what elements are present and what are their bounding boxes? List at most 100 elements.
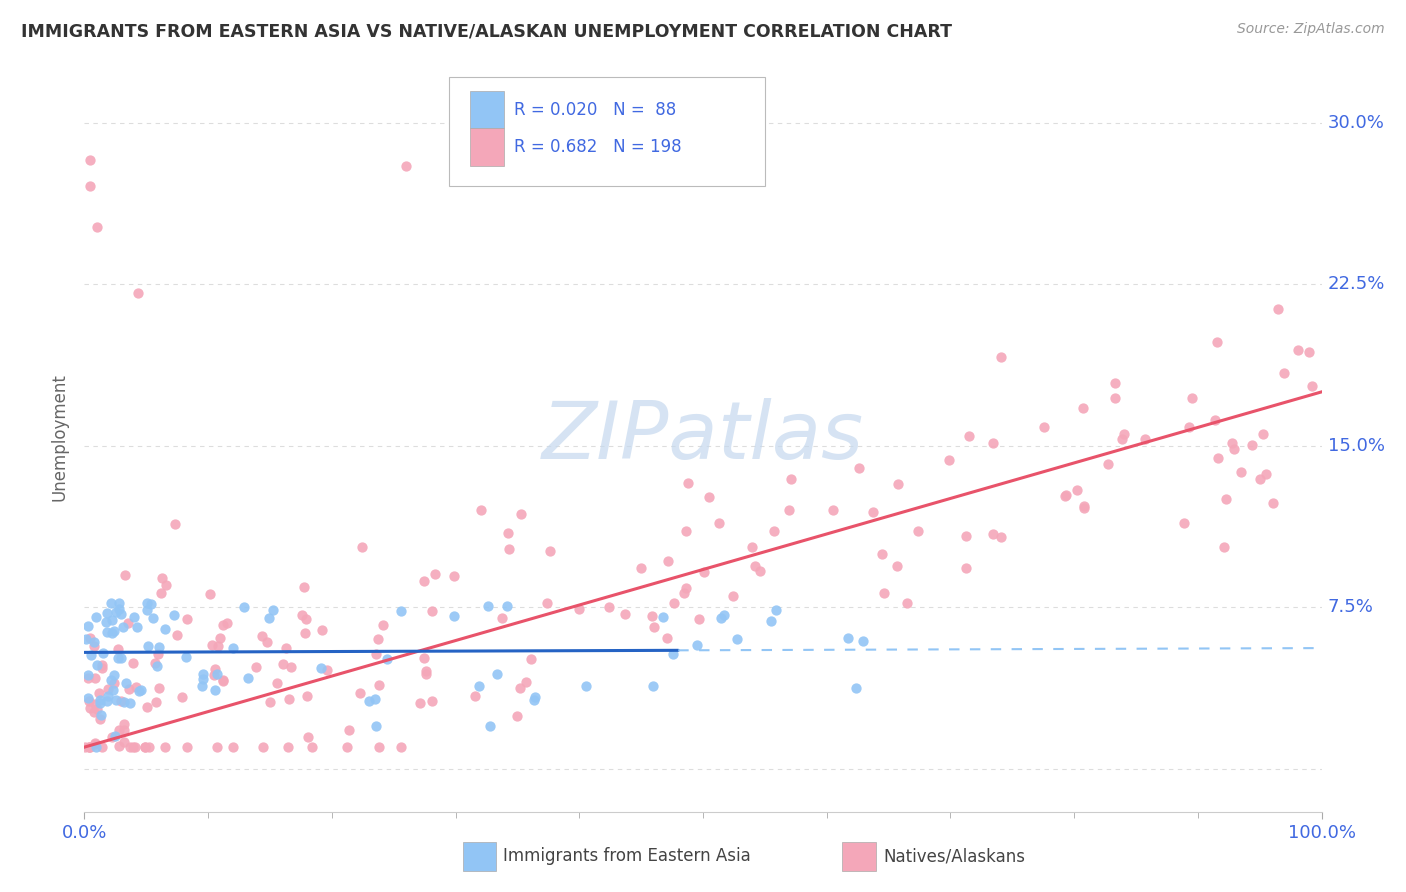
Point (256, 635, 278, 649)
Point (337, 723, 360, 737)
Point (519, 652, 541, 666)
Point (153, 740, 176, 755)
Point (174, 649, 197, 664)
Point (1241, 438, 1264, 452)
Point (205, 667, 228, 681)
Point (367, 678, 389, 692)
Text: IMMIGRANTS FROM EASTERN ASIA VS NATIVE/ALASKAN UNEMPLOYMENT CORRELATION CHART: IMMIGRANTS FROM EASTERN ASIA VS NATIVE/A… (21, 22, 952, 40)
Point (389, 740, 412, 755)
Point (413, 574, 436, 588)
Point (938, 452, 960, 467)
Point (1286, 343, 1309, 358)
Point (79, 179, 101, 194)
Point (675, 581, 697, 595)
Point (1230, 465, 1253, 479)
Point (763, 524, 786, 539)
Point (136, 603, 159, 617)
Text: 7.5%: 7.5% (1327, 599, 1374, 616)
Point (100, 626, 122, 640)
Point (86, 702, 108, 716)
Point (141, 597, 163, 611)
Point (568, 601, 591, 615)
Point (198, 587, 221, 601)
Point (176, 612, 198, 626)
Point (852, 633, 875, 648)
Point (83, 706, 105, 720)
Point (367, 740, 389, 755)
Point (84, 610, 107, 624)
Point (409, 696, 432, 710)
Point (662, 595, 685, 609)
Point (862, 505, 884, 519)
Point (688, 612, 710, 626)
Point (96, 694, 118, 708)
Point (491, 611, 513, 625)
Text: Immigrants from Eastern Asia: Immigrants from Eastern Asia (503, 847, 751, 865)
Point (870, 547, 893, 561)
Point (873, 586, 896, 600)
Point (83, 639, 105, 653)
Point (163, 516, 186, 531)
Point (111, 620, 134, 634)
Point (496, 526, 519, 541)
Point (79, 153, 101, 167)
Point (136, 699, 159, 714)
Point (524, 690, 547, 704)
Point (349, 686, 371, 700)
Point (955, 561, 977, 575)
Point (1261, 496, 1284, 510)
Point (120, 740, 142, 755)
Point (1104, 391, 1126, 405)
Point (1215, 491, 1237, 506)
Point (191, 667, 214, 681)
Point (295, 612, 318, 626)
Point (1071, 401, 1094, 415)
Point (1173, 516, 1195, 531)
Point (91, 646, 114, 660)
Point (77, 740, 100, 755)
Point (1181, 391, 1204, 405)
Point (778, 502, 800, 516)
Point (125, 680, 148, 694)
Point (896, 596, 918, 610)
Point (163, 607, 186, 622)
Point (112, 723, 135, 738)
Point (262, 603, 284, 617)
Point (990, 530, 1012, 544)
Point (110, 694, 132, 708)
Point (614, 607, 637, 621)
Point (983, 436, 1005, 450)
Point (837, 632, 859, 646)
Point (538, 544, 561, 558)
Point (112, 717, 135, 731)
Point (498, 542, 520, 557)
Point (350, 540, 373, 554)
Point (713, 607, 735, 622)
Point (146, 658, 169, 673)
Point (443, 569, 465, 583)
Point (1054, 489, 1077, 503)
Point (364, 647, 387, 661)
Point (291, 608, 314, 623)
Point (1135, 432, 1157, 446)
Point (201, 638, 224, 652)
Point (643, 620, 665, 634)
Point (172, 690, 194, 704)
Point (273, 657, 295, 671)
Point (97, 681, 120, 696)
Point (657, 554, 679, 568)
Point (1104, 376, 1126, 390)
Point (77, 667, 100, 681)
Point (478, 718, 501, 732)
Point (981, 527, 1004, 541)
Point (110, 651, 132, 665)
Text: ZIPatlas: ZIPatlas (541, 398, 865, 476)
Point (73, 740, 96, 755)
Point (112, 695, 135, 709)
Point (443, 608, 465, 623)
Point (710, 611, 733, 625)
Point (420, 693, 443, 707)
Point (84, 698, 107, 712)
Point (415, 667, 437, 681)
Point (367, 632, 389, 647)
